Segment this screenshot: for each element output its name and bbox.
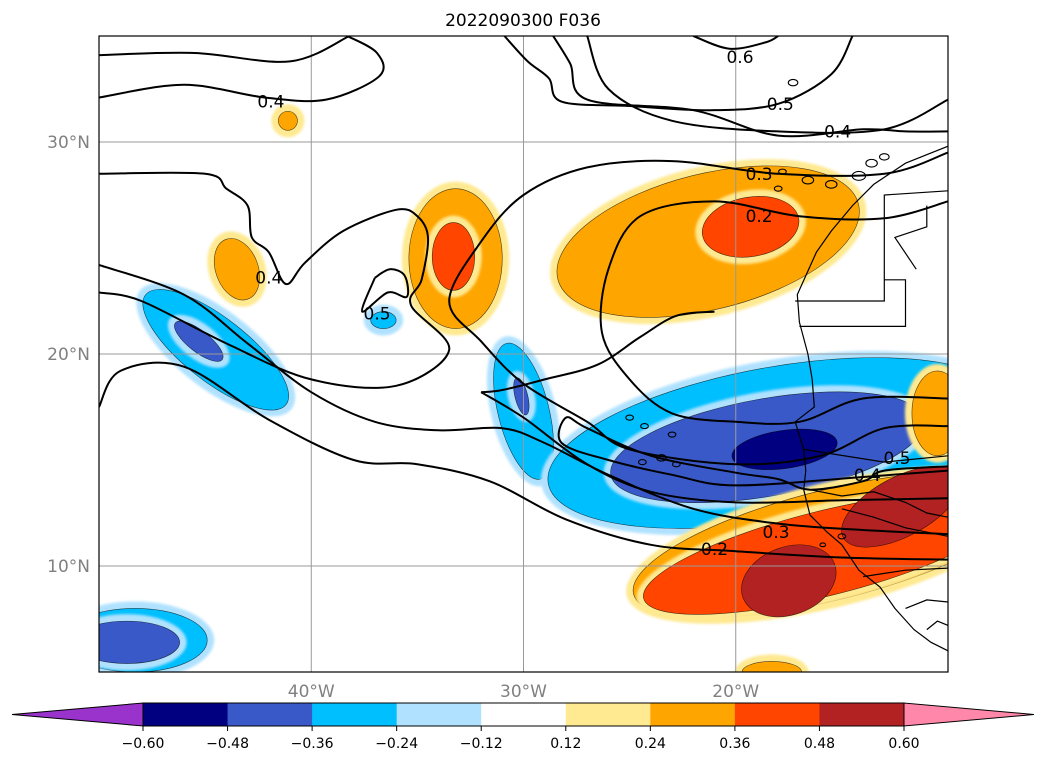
island-2 — [801, 175, 815, 185]
contour-label-1: 0.5 — [767, 95, 794, 115]
contour-label-3: 0.3 — [746, 165, 773, 185]
anomaly-region-8 — [370, 311, 397, 329]
contour-line-1 — [99, 36, 385, 103]
anomaly-region-13 — [731, 428, 838, 470]
coastline-3 — [893, 205, 928, 270]
anomaly-region-21 — [741, 661, 802, 672]
colorbar-bin-3 — [396, 703, 482, 726]
coastline-7 — [863, 567, 948, 578]
contour-line-3 — [692, 36, 779, 50]
colorbar-bin-4 — [481, 703, 567, 726]
colorbar-bin-7 — [734, 703, 820, 726]
contour-label-4: 0.2 — [746, 207, 773, 227]
contour-label-5: 0.4 — [257, 93, 284, 113]
colorbar-bin-5 — [565, 703, 651, 726]
colorbar-extend-low — [11, 702, 144, 727]
island-11 — [637, 459, 647, 466]
colorbar-tick-label-1: −0.48 — [206, 736, 249, 752]
contour-line-8 — [99, 264, 948, 536]
contour-line-6 — [361, 268, 410, 313]
map-area: 0.60.50.40.30.20.40.40.50.40.50.30.2 — [98, 35, 949, 673]
island-4 — [773, 185, 783, 192]
island-9 — [640, 422, 649, 430]
colorbar-tick-label-8: 0.48 — [804, 736, 835, 752]
island-14 — [837, 533, 847, 540]
chart-title: 2022090300 F036 — [445, 11, 601, 31]
coastline-0 — [794, 145, 948, 652]
x-tick-label-2: 20°W — [712, 682, 759, 702]
y-tick-label-0: 10°N — [47, 557, 90, 577]
contour-label-10: 0.3 — [763, 523, 790, 543]
colorbar-tick-label-6: 0.24 — [635, 736, 666, 752]
coastlines — [625, 78, 948, 652]
contour-line-14 — [599, 200, 948, 425]
y-tick-label-2: 30°N — [47, 133, 90, 153]
contour-line-5 — [99, 171, 451, 389]
anomaly-region-4 — [213, 238, 260, 301]
colorbar-tick-label-9: 0.60 — [888, 736, 919, 752]
island-12 — [667, 431, 677, 438]
contour-label-7: 0.5 — [364, 305, 391, 325]
contour-label-11: 0.2 — [701, 540, 728, 560]
x-tick-label-1: 30°W — [500, 682, 547, 702]
colorbar-tick-label-2: −0.36 — [291, 736, 334, 752]
x-tick-label-0: 40°W — [288, 682, 335, 702]
anomaly-region-15 — [99, 620, 180, 664]
contour-label-0: 0.6 — [726, 48, 753, 68]
contour-lines — [99, 36, 948, 561]
island-1 — [824, 180, 838, 189]
coastline-2 — [799, 279, 907, 327]
colorbar-bin-0 — [143, 703, 229, 726]
colorbar-bin-1 — [227, 703, 313, 726]
colorbar: −0.60 −0.48 −0.36 −0.24 −0.12 0.12 0.24 0.36 0.4… — [11, 702, 1035, 752]
contour-line-13 — [448, 151, 948, 466]
colorbar-bin-8 — [819, 703, 905, 726]
colorbar-bin-2 — [312, 703, 398, 726]
colorbar-frame — [142, 702, 905, 727]
contour-line-4 — [586, 36, 948, 134]
contour-labels: 0.60.50.40.30.20.40.40.50.40.50.30.2 — [255, 48, 911, 560]
coastline-8 — [905, 599, 948, 609]
anomaly-shading — [99, 104, 948, 672]
colorbar-extend-high — [903, 702, 1035, 727]
colorbar-tick-label-5: 0.12 — [550, 736, 581, 752]
island-15 — [819, 542, 827, 548]
coastline-5 — [809, 489, 948, 518]
anomaly-region-5 — [278, 110, 298, 131]
contour-label-8: 0.4 — [854, 466, 881, 486]
contour-line-7 — [552, 36, 948, 138]
contour-line-0 — [99, 36, 350, 63]
colorbar-tick-label-7: 0.36 — [719, 736, 750, 752]
x-axis-ticks: 40°W 30°W 20°W — [288, 682, 760, 702]
gridlines — [99, 36, 948, 672]
island-8 — [625, 414, 634, 421]
anomaly-region-3 — [431, 222, 475, 291]
contour-line-9 — [99, 361, 948, 561]
y-tick-label-1: 20°N — [47, 345, 90, 365]
coastline-9 — [926, 620, 948, 631]
contour-line-12 — [557, 416, 948, 491]
coastline-4 — [803, 448, 948, 463]
coastline-6 — [841, 508, 948, 537]
colorbar-tick-label-4: −0.12 — [460, 736, 503, 752]
colorbar-bin-6 — [650, 703, 736, 726]
colorbar-tick-label-0: −0.60 — [122, 736, 165, 752]
contour-line-10 — [480, 310, 715, 394]
contour-label-6: 0.4 — [255, 269, 282, 289]
contour-line-11 — [480, 391, 948, 504]
island-7 — [787, 78, 799, 87]
island-5 — [865, 158, 878, 168]
island-6 — [878, 153, 890, 161]
y-axis-ticks: 10°N 20°N 30°N — [47, 133, 90, 577]
colorbar-tick-label-3: −0.24 — [375, 736, 418, 752]
anomaly-region-20 — [911, 370, 948, 457]
map-frame — [98, 35, 949, 673]
contour-label-9: 0.5 — [884, 449, 911, 469]
anomaly-region-18 — [741, 544, 837, 618]
contour-label-2: 0.4 — [824, 122, 851, 142]
